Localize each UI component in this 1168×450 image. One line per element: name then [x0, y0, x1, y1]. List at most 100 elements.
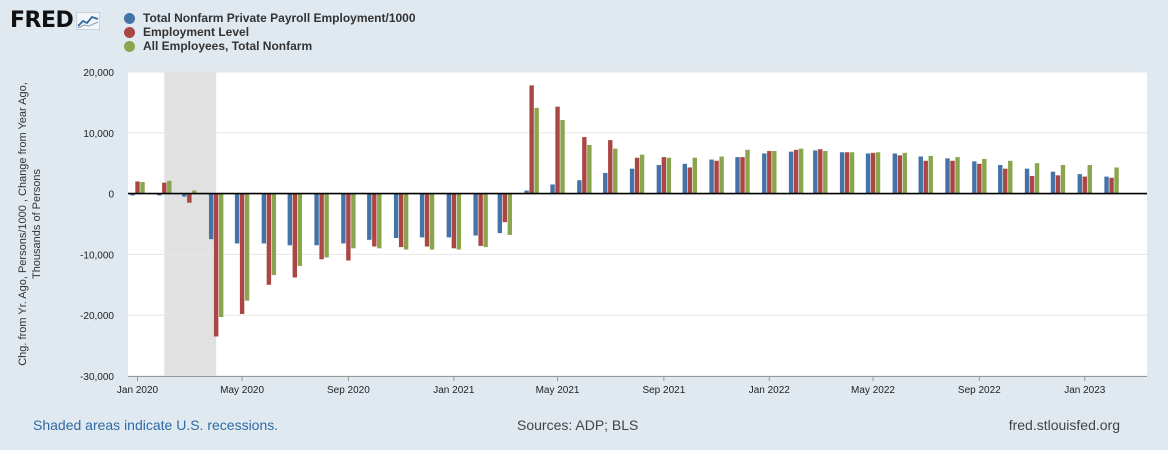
x-tick-label: Sep 2020 — [327, 385, 370, 396]
bar-series-3 — [297, 193, 303, 266]
bar-series-3 — [902, 152, 908, 194]
bar-series-3 — [534, 107, 539, 194]
bar-series-1 — [892, 153, 898, 194]
bar-series-2 — [239, 193, 245, 314]
bar-series-2 — [634, 157, 640, 194]
bar-series-1 — [603, 172, 608, 194]
chart-legend: Total Nonfarm Private Payroll Employment… — [124, 11, 416, 53]
bar-series-2 — [451, 193, 457, 249]
y-tick-label: 10,000 — [83, 129, 114, 140]
bar-series-1 — [577, 180, 582, 194]
bar-series-3 — [403, 193, 409, 250]
bar-series-1 — [524, 190, 529, 194]
bar-series-2 — [740, 157, 745, 194]
bar-series-2 — [319, 193, 324, 260]
legend-dot-series-3 — [124, 40, 135, 52]
bar-series-3 — [167, 180, 172, 194]
bar-series-1 — [367, 193, 372, 240]
bar-series-3 — [244, 193, 250, 301]
bar-series-1 — [550, 184, 555, 194]
bar-series-1 — [1077, 174, 1082, 194]
bar-series-3 — [1034, 163, 1040, 194]
bar-series-2 — [1055, 175, 1061, 194]
bars — [130, 85, 1119, 337]
bar-series-3 — [719, 156, 724, 194]
fred-logo-text: FRED — [10, 8, 74, 33]
x-tick-label: May 2021 — [536, 385, 580, 396]
bar-series-2 — [346, 193, 351, 261]
y-tick-label: 20,000 — [83, 68, 114, 79]
bar-series-3 — [823, 151, 828, 194]
bar-series-3 — [483, 193, 488, 248]
bar-series-2 — [162, 182, 167, 194]
bar-series-2 — [1109, 177, 1114, 194]
bar-series-2 — [292, 193, 298, 278]
bar-series-1 — [182, 193, 187, 197]
bar-series-1 — [918, 156, 923, 194]
y-tick-label: -30,000 — [80, 372, 114, 383]
bar-series-2 — [1029, 175, 1035, 194]
bar-series-1 — [972, 161, 977, 194]
legend-label: Employment Level — [143, 25, 250, 39]
bar-series-3 — [351, 193, 356, 249]
y-axis-title-line-2: Thousands of Persons — [31, 168, 43, 279]
fred-logo[interactable]: FRED — [10, 8, 101, 33]
y-tick-label: -10,000 — [80, 250, 114, 261]
legend-label: Total Nonfarm Private Payroll Employment… — [143, 11, 416, 25]
bar-series-1 — [208, 193, 214, 240]
bar-series-3 — [772, 151, 777, 194]
sources-text: Sources: ADP; BLS — [517, 417, 639, 433]
x-tick-label: Jan 2020 — [117, 385, 159, 396]
bar-series-3 — [560, 120, 565, 194]
bar-series-1 — [998, 165, 1003, 194]
legend-label: All Employees, Total Nonfarm — [143, 39, 313, 53]
recession-band-layer — [164, 72, 217, 376]
x-tick-label: Sep 2021 — [642, 385, 685, 396]
legend-item: Employment Level — [124, 25, 416, 39]
bar-series-2 — [923, 160, 928, 194]
bar-series-2 — [555, 106, 560, 194]
bar-series-2 — [977, 163, 982, 194]
recession-note[interactable]: Shaded areas indicate U.S. recessions. — [33, 417, 279, 433]
bar-series-3 — [324, 193, 329, 258]
bar-series-3 — [613, 148, 618, 194]
bar-series-1 — [157, 193, 162, 196]
bar-series-1 — [813, 150, 818, 194]
bar-series-2 — [818, 149, 823, 194]
bar-series-3 — [692, 157, 697, 194]
bar-series-1 — [839, 152, 845, 194]
bar-series-2 — [844, 152, 850, 194]
bar-series-1 — [1024, 168, 1030, 194]
bar-series-3 — [798, 148, 804, 194]
x-tick-label: May 2020 — [220, 385, 264, 396]
bar-series-1 — [261, 193, 267, 244]
site-link[interactable]: fred.stlouisfed.org — [1008, 417, 1120, 433]
bar-series-1 — [865, 153, 871, 194]
x-tick-label: May 2022 — [851, 385, 895, 396]
legend-dot-series-1 — [124, 12, 135, 24]
bar-series-2 — [582, 137, 587, 194]
bar-series-3 — [1060, 165, 1066, 194]
y-axis-title: Chg. from Yr. Ago, Persons/1000 , Change… — [17, 82, 43, 366]
bar-series-2 — [424, 193, 430, 247]
bar-series-3 — [745, 149, 750, 194]
bar-series-3 — [1087, 165, 1092, 194]
bar-series-3 — [875, 152, 881, 194]
bar-series-1 — [446, 193, 452, 238]
y-axis-title-line-1: Chg. from Yr. Ago, Persons/1000 , Change… — [17, 82, 29, 366]
bar-series-2 — [213, 193, 219, 337]
legend-dot-series-2 — [124, 26, 135, 38]
bar-series-3 — [639, 154, 645, 194]
bar-series-1 — [287, 193, 293, 246]
bar-series-2 — [1082, 176, 1087, 194]
y-axis-title-group: Chg. from Yr. Ago, Persons/1000 , Change… — [17, 82, 43, 366]
recession-band — [164, 72, 217, 376]
bar-series-1 — [735, 157, 740, 194]
legend-item: All Employees, Total Nonfarm — [124, 39, 416, 53]
bar-series-1 — [341, 193, 346, 244]
bar-series-1 — [682, 163, 687, 194]
bar-series-2 — [398, 193, 404, 248]
bar-series-2 — [187, 193, 192, 203]
x-tick-label: Sep 2022 — [958, 385, 1001, 396]
